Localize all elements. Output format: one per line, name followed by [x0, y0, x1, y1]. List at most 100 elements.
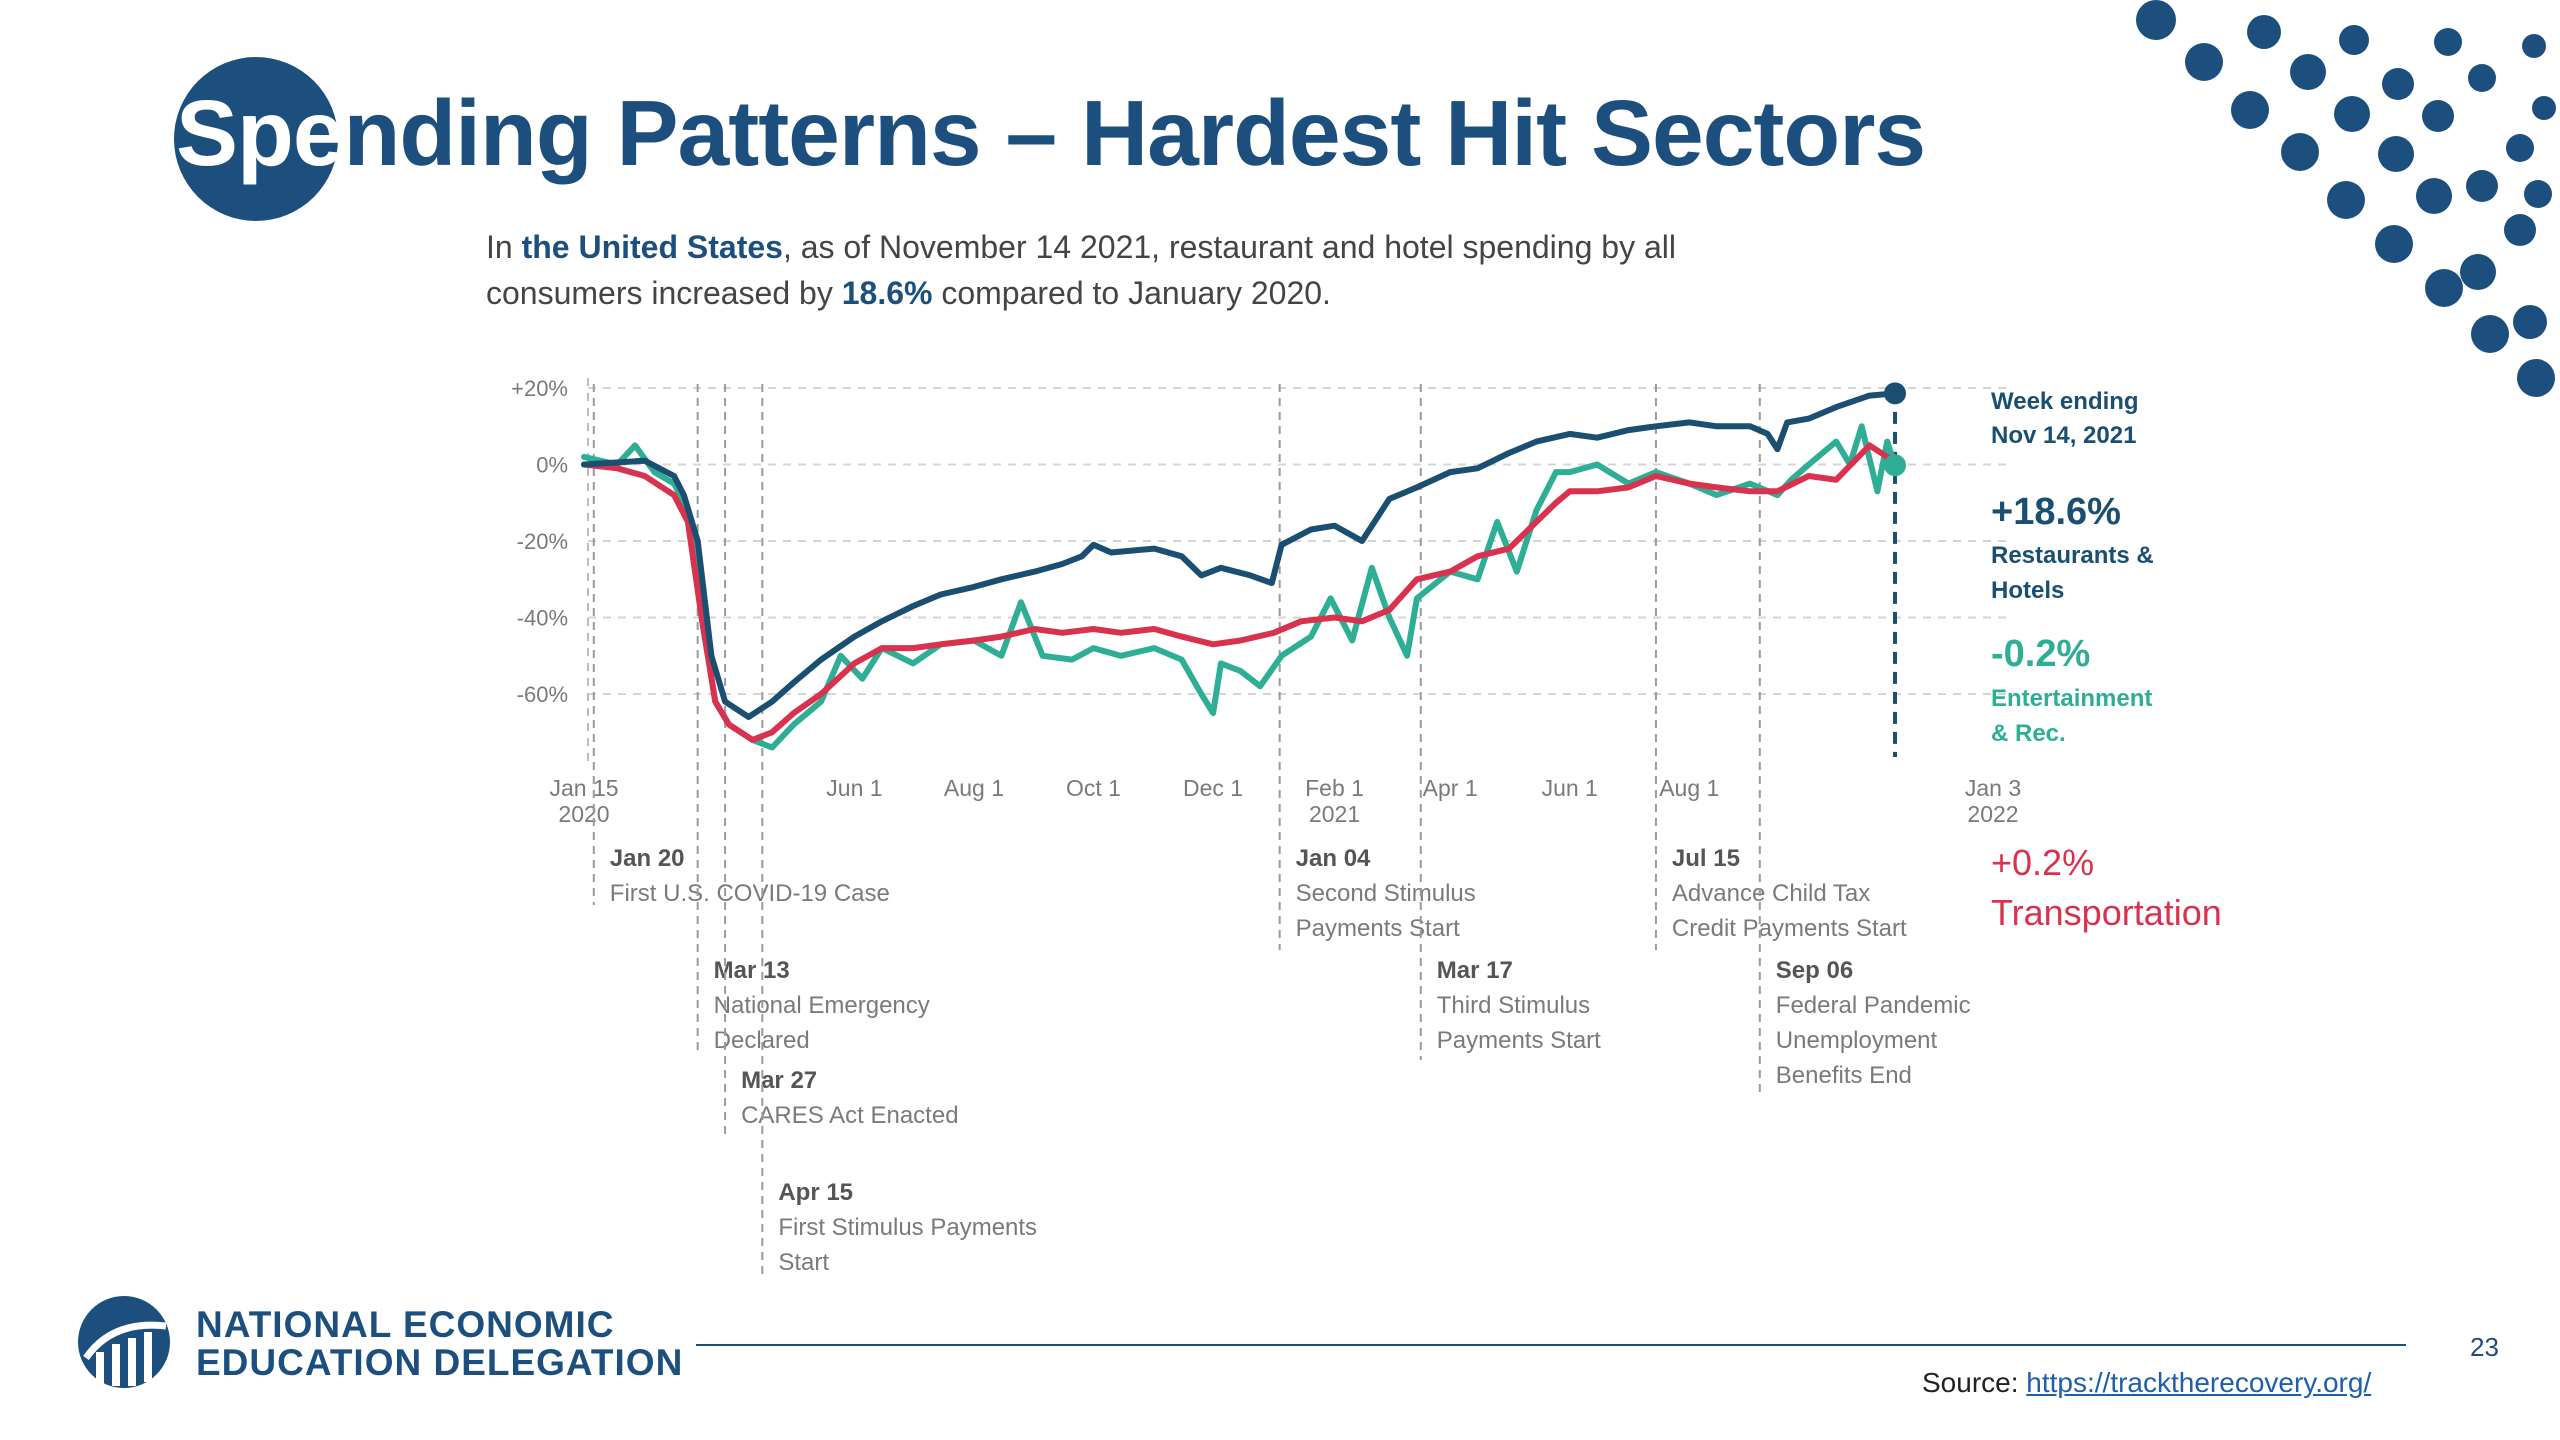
- event-description: First U.S. COVID-19 Case: [610, 880, 890, 907]
- series-endpoint-entertainment: [1884, 454, 1907, 477]
- event-description: Credit Payments Start: [1672, 915, 1907, 942]
- decorative-dot: [2506, 134, 2534, 162]
- x-tick-label: Aug 1: [1659, 775, 1719, 801]
- decorative-dot: [2247, 15, 2281, 49]
- annotation-week-line-1: Week ending: [1991, 388, 2139, 415]
- decorative-dot: [2466, 170, 2498, 202]
- decorative-dot: [2460, 254, 2496, 290]
- source-label: Source:: [1922, 1367, 2027, 1398]
- event-description: National Emergency: [714, 992, 930, 1019]
- event-description: Third Stimulus: [1437, 992, 1590, 1019]
- x-tick-label: Jun 1: [826, 775, 882, 801]
- series-line-entertainment: [581, 423, 1898, 751]
- decorative-dot: [2434, 28, 2462, 56]
- x-tick-label: Jan 3: [1965, 775, 2021, 801]
- org-name: NATIONAL ECONOMIC EDUCATION DELEGATION: [196, 1306, 683, 1382]
- annotation-entertainment-value: -0.2%: [1991, 633, 2090, 675]
- decorative-dot: [2231, 91, 2269, 129]
- decorative-dot: [2185, 43, 2223, 81]
- event-description: Advance Child Tax: [1672, 880, 1870, 907]
- event-date-label: Apr 15: [778, 1179, 853, 1206]
- decorative-dot: [2425, 269, 2463, 307]
- y-tick-label: +20%: [511, 376, 568, 401]
- x-tick-label: Feb 1: [1305, 775, 1364, 801]
- series-line-restaurants: [581, 390, 1898, 720]
- decorative-dot: [2339, 25, 2369, 55]
- decorative-dot: [2382, 68, 2414, 100]
- title-highlight: Spe: [176, 81, 345, 185]
- event-description: Benefits End: [1776, 1062, 1912, 1089]
- x-tick-label: Apr 1: [1423, 775, 1478, 801]
- event-description: First Stimulus Payments: [778, 1214, 1037, 1241]
- y-tick-label: -20%: [517, 529, 568, 554]
- series-endpoint-restaurants: [1884, 382, 1907, 405]
- footer-divider: [696, 1344, 2406, 1346]
- source-citation: Source: https://tracktherecovery.org/: [1922, 1367, 2371, 1399]
- event-description: Federal Pandemic: [1776, 992, 1971, 1019]
- org-name-line-2: EDUCATION DELEGATION: [196, 1342, 684, 1383]
- decorative-dot: [2327, 181, 2365, 219]
- event-description: Start: [778, 1249, 829, 1276]
- annotation-week-line-2: Nov 14, 2021: [1991, 422, 2136, 449]
- annotation-entertainment-label: & Rec.: [1991, 720, 2066, 747]
- annotation-entertainment-label: Entertainment: [1991, 685, 2152, 712]
- event-description: Unemployment: [1776, 1027, 1938, 1054]
- event-date-label: Mar 27: [741, 1067, 817, 1094]
- decorative-dot: [2334, 96, 2370, 132]
- decorative-dot: [2471, 315, 2509, 353]
- event-date-label: Jul 15: [1672, 845, 1740, 872]
- decorative-dot: [2375, 225, 2413, 263]
- slide-title: Spending Patterns – Hardest Hit Sectors: [176, 80, 1927, 187]
- need-logo-icon: [78, 1296, 170, 1388]
- subtitle-text-1: In: [486, 229, 522, 265]
- annotation-transportation-label: Transportation: [1991, 892, 2222, 933]
- event-description: Second Stimulus: [1296, 880, 1476, 907]
- decorative-dot: [2532, 96, 2556, 120]
- event-date-label: Sep 06: [1776, 957, 1853, 984]
- x-tick-label-year: 2020: [558, 801, 609, 827]
- x-tick-label: Dec 1: [1183, 775, 1243, 801]
- event-description: CARES Act Enacted: [741, 1102, 958, 1129]
- decorative-dot: [2504, 214, 2536, 246]
- x-tick-label-year: 2022: [1967, 801, 2018, 827]
- decorative-dot: [2422, 100, 2454, 132]
- page-number: 23: [2470, 1332, 2499, 1362]
- decorative-dot: [2416, 178, 2452, 214]
- title-circle-accent: [174, 57, 338, 221]
- y-tick-label: -60%: [517, 682, 568, 707]
- decorative-dot: [2281, 133, 2319, 171]
- y-tick-label: -40%: [517, 606, 568, 631]
- decorative-dot: [2524, 180, 2552, 208]
- y-tick-label: 0%: [536, 453, 568, 478]
- x-tick-label-year: 2021: [1309, 801, 1360, 827]
- event-date-label: Jan 04: [1296, 845, 1371, 872]
- slide-subtitle: In the United States, as of November 14 …: [486, 224, 1786, 316]
- decorative-dot: [2513, 305, 2547, 339]
- event-date-label: Mar 17: [1437, 957, 1513, 984]
- subtitle-text-3: compared to January 2020.: [932, 275, 1331, 311]
- decorative-dot: [2136, 0, 2176, 40]
- title-rest: nding Patterns – Hardest Hit Sectors: [343, 81, 1927, 185]
- source-link[interactable]: https://tracktherecovery.org/: [2026, 1367, 2372, 1398]
- org-name-line-1: NATIONAL ECONOMIC: [196, 1304, 615, 1345]
- x-tick-label: Aug 1: [944, 775, 1004, 801]
- annotation-restaurants-value: +18.6%: [1991, 491, 2121, 533]
- subtitle-bold-1: the United States: [521, 229, 783, 265]
- decorative-dot: [2522, 34, 2546, 58]
- event-description: Payments Start: [1437, 1027, 1601, 1054]
- decorative-dot: [2517, 359, 2555, 397]
- x-tick-label: Jan 15: [549, 775, 618, 801]
- event-description: Payments Start: [1296, 915, 1460, 942]
- subtitle-text-2: , as of November 14 2021, restaurant and…: [486, 229, 1676, 311]
- event-date-label: Mar 13: [714, 957, 790, 984]
- decorative-dots: [2136, 0, 2556, 397]
- x-tick-label: Jun 1: [1542, 775, 1598, 801]
- series-line-transportation: [581, 442, 1898, 743]
- decorative-dot: [2290, 54, 2326, 90]
- annotation-restaurants-label: Hotels: [1991, 577, 2064, 604]
- subtitle-bold-2: 18.6%: [841, 275, 933, 311]
- event-date-label: Jan 20: [610, 845, 685, 872]
- decorative-dot: [2378, 136, 2414, 172]
- x-tick-label: Oct 1: [1066, 775, 1121, 801]
